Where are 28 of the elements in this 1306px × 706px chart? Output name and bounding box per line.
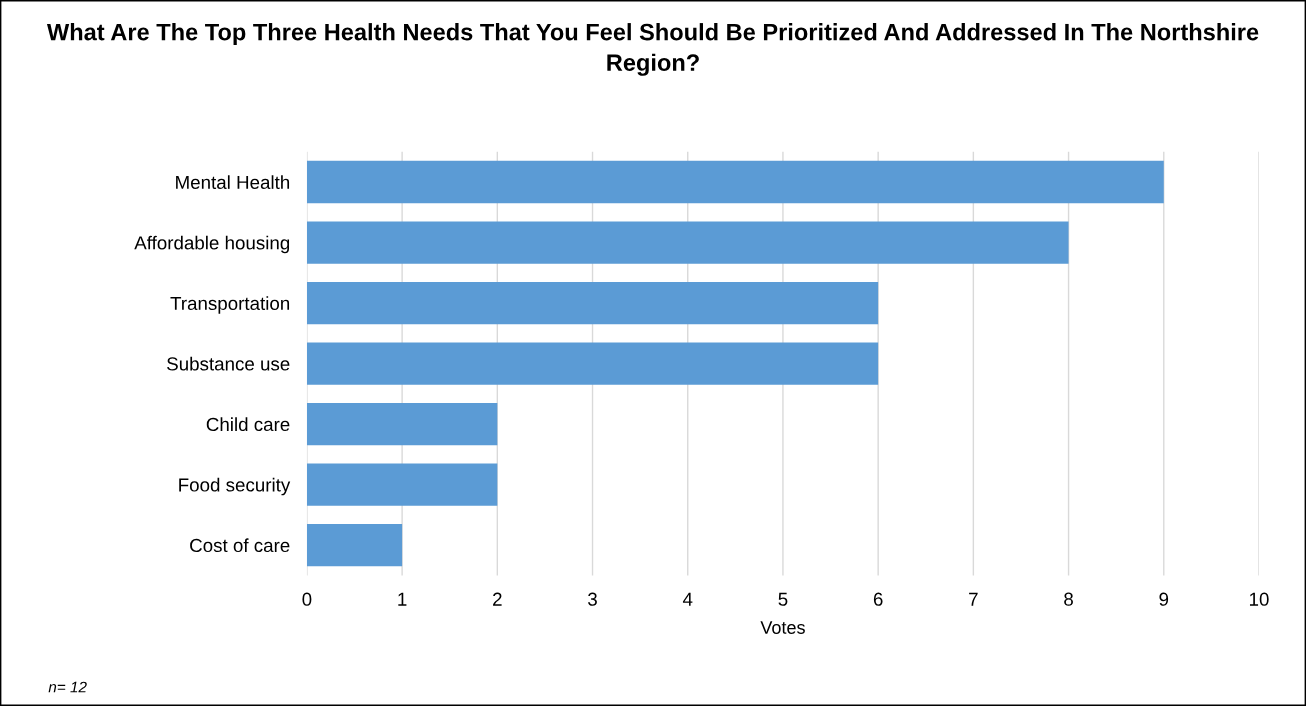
x-tick-label: 8 <box>1064 592 1073 606</box>
bar <box>306 160 1164 204</box>
y-tick-label: Affordable housing <box>134 235 290 254</box>
bar <box>306 221 1069 264</box>
bar <box>306 402 498 446</box>
x-tick-label: 5 <box>778 592 788 606</box>
x-tick-label: 0 <box>302 592 312 606</box>
x-tick-label: 7 <box>969 592 978 606</box>
bar <box>306 463 498 506</box>
y-tick-label: Food security <box>179 477 291 496</box>
y-tick-label: Mental Health <box>176 175 290 190</box>
chart-title: What Are The Top Three Health Needs That You Feel Should Be Prioritized And Addressed In The Northshire Region? <box>46 23 1259 76</box>
y-tick-label: Substance use <box>167 356 290 371</box>
x-tick-label: 9 <box>1159 592 1169 606</box>
x-tick-label: 4 <box>682 592 693 606</box>
text: n= 12 <box>48 681 87 693</box>
bar <box>306 281 879 325</box>
y-tick-label: Cost of care <box>190 538 290 553</box>
x-tick-label: 1 <box>398 592 407 606</box>
x-tick-label: 2 <box>493 592 502 606</box>
x-axis-title: Votes <box>760 621 805 634</box>
y-tick-label: Transportation <box>170 296 290 314</box>
y-tick-label: Child care <box>206 417 290 432</box>
x-tick-label: 3 <box>588 592 597 606</box>
x-tick-label: 6 <box>873 592 883 606</box>
bar <box>306 342 879 385</box>
x-tick-label: 10 <box>1249 592 1269 606</box>
bar <box>306 523 403 567</box>
